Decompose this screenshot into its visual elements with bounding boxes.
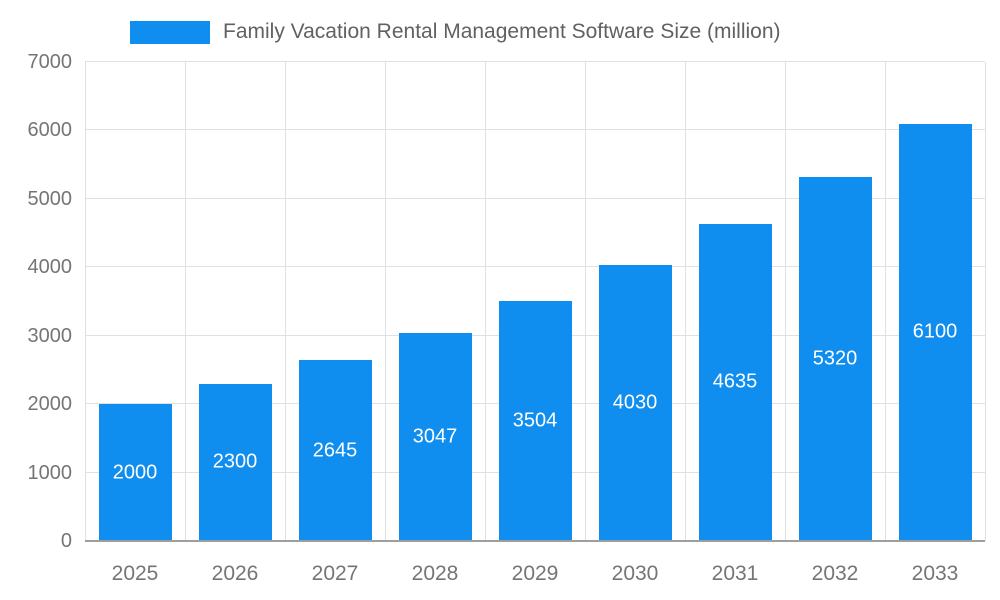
x-axis-line — [85, 540, 985, 542]
bar-2030[interactable]: 4030 — [598, 265, 672, 541]
bar-2029[interactable]: 3504 — [498, 301, 572, 541]
bar-cell: 4635 — [685, 62, 785, 541]
v-gridline — [384, 62, 386, 541]
h-gridline — [85, 266, 985, 268]
y-axis-tick-label: 1000 — [27, 461, 73, 484]
bar-value-label: 6100 — [912, 320, 958, 343]
y-axis-tick-label: 3000 — [27, 324, 73, 347]
v-gridline — [985, 62, 986, 541]
bar-value-label: 2300 — [212, 450, 258, 473]
x-axis-tick-label: 2029 — [511, 562, 559, 585]
bar-value-label: 3047 — [412, 425, 458, 448]
bar-2025[interactable]: 2000 — [98, 404, 172, 541]
legend[interactable]: Family Vacation Rental Management Softwa… — [130, 20, 781, 44]
bar-value-label: 2000 — [112, 461, 158, 484]
bar-2033[interactable]: 6100 — [898, 123, 972, 541]
v-gridline — [885, 62, 886, 541]
y-axis-tick-label: 7000 — [27, 51, 73, 73]
v-gridline — [485, 62, 486, 541]
v-gridline — [185, 62, 186, 541]
plot-area: 2000 2300 2645 3047 3504 4030 4635 5320 6100 — [85, 61, 986, 542]
y-axis-tick-label: 0 — [60, 530, 72, 552]
bar-cell: 4030 — [585, 62, 685, 541]
x-axis-tick-label: 2031 — [711, 562, 759, 585]
x-axis-tick-label: 2026 — [211, 562, 259, 585]
bar-value-label: 4635 — [712, 370, 758, 393]
y-axis-tick-label: 4000 — [27, 256, 73, 279]
bar-value-label: 4030 — [612, 391, 658, 414]
v-gridline — [85, 62, 86, 541]
bar-value-label: 2645 — [312, 439, 358, 461]
y-axis-labels: 0 1000 2000 3000 4000 5000 6000 7000 — [0, 52, 73, 551]
x-axis-tick-label: 2027 — [311, 562, 359, 585]
v-gridline — [684, 62, 686, 541]
bar-value-label: 3504 — [512, 409, 558, 432]
x-axis-labels: 2025 2026 2027 2028 2029 2030 2031 2032 2033 — [85, 562, 985, 586]
v-gridline — [285, 62, 286, 541]
bar-2028[interactable]: 3047 — [398, 332, 472, 541]
x-axis-tick-label: 2030 — [611, 562, 659, 585]
v-gridline — [785, 62, 786, 541]
h-gridline — [85, 61, 985, 62]
bar-2026[interactable]: 2300 — [198, 383, 272, 541]
bar-cell: 2300 — [185, 62, 285, 541]
bar-2027[interactable]: 2645 — [298, 360, 372, 541]
y-axis-tick-label: 6000 — [27, 119, 73, 142]
x-axis-tick-label: 2032 — [811, 562, 859, 585]
bar-cell: 2000 — [85, 62, 185, 541]
chart-title: Family Vacation Rental Management Softwa… — [223, 20, 781, 43]
h-gridline — [85, 197, 985, 199]
bars-layer: 2000 2300 2645 3047 3504 4030 4635 5320 6100 — [85, 62, 985, 541]
y-axis-tick-label: 5000 — [27, 187, 73, 210]
v-gridline — [585, 62, 586, 541]
x-axis-tick-label: 2033 — [911, 562, 959, 585]
bar-2032[interactable]: 5320 — [798, 176, 872, 541]
bar-cell: 6100 — [885, 62, 985, 541]
bar-cell: 3504 — [485, 62, 585, 541]
bar-value-label: 5320 — [812, 347, 858, 370]
h-gridline — [85, 129, 985, 131]
bar-cell: 3047 — [385, 62, 485, 541]
x-axis-tick-label: 2025 — [111, 562, 159, 585]
bar-2031[interactable]: 4635 — [698, 223, 772, 541]
bar-cell: 2645 — [285, 62, 385, 541]
legend-swatch[interactable] — [130, 20, 210, 44]
bar-cell: 5320 — [785, 62, 885, 541]
y-axis-tick-label: 2000 — [27, 393, 73, 416]
x-axis-tick-label: 2028 — [411, 562, 459, 585]
